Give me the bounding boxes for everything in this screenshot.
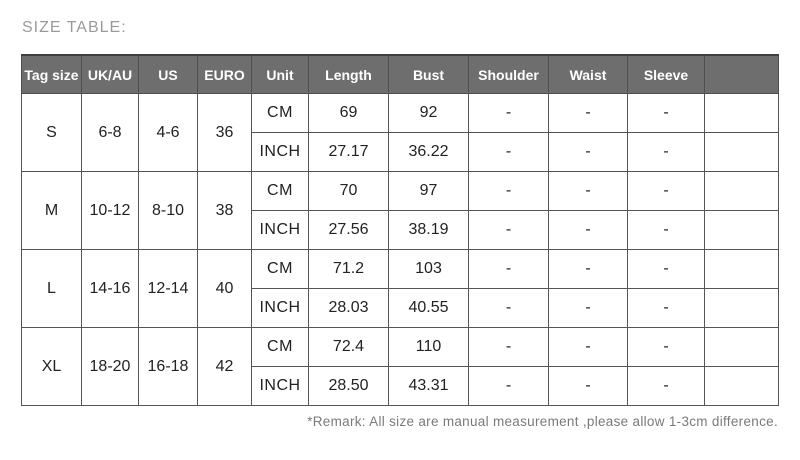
euro-cell: 42 xyxy=(197,327,252,406)
length-cell: 28.50 xyxy=(308,366,389,406)
uk-au-cell: 14-16 xyxy=(81,249,139,328)
us-cell: 8-10 xyxy=(138,171,198,250)
uk-au-cell: 18-20 xyxy=(81,327,139,406)
empty-cell xyxy=(704,93,779,133)
header-cell-uk-au: UK/AU xyxy=(81,54,139,94)
sleeve-cell: - xyxy=(627,210,705,250)
empty-cell xyxy=(704,210,779,250)
shoulder-cell: - xyxy=(468,327,549,367)
shoulder-cell: - xyxy=(468,93,549,133)
empty-cell xyxy=(704,132,779,172)
bust-cell: 38.19 xyxy=(388,210,469,250)
unit-cell: INCH xyxy=(251,210,309,250)
length-cell: 69 xyxy=(308,93,389,133)
waist-cell: - xyxy=(548,249,628,289)
header-cell-euro: EURO xyxy=(197,54,252,94)
euro-cell: 40 xyxy=(197,249,252,328)
empty-cell xyxy=(704,288,779,328)
empty-cell xyxy=(704,249,779,289)
uk-au-cell: 10-12 xyxy=(81,171,139,250)
us-cell: 12-14 xyxy=(138,249,198,328)
waist-cell: - xyxy=(548,93,628,133)
unit-cell: INCH xyxy=(251,288,309,328)
tag-size-cell: M xyxy=(21,171,82,250)
tag-size-cell: S xyxy=(21,93,82,172)
table-row: INCH 27.17 36.22- - - xyxy=(22,132,779,172)
unit-cell: CM xyxy=(251,249,309,289)
header-cell-unit: Unit xyxy=(251,54,309,94)
waist-cell: - xyxy=(548,210,628,250)
bust-cell: 97 xyxy=(388,171,469,211)
length-cell: 71.2 xyxy=(308,249,389,289)
header-row: Tag size UK/AU US EURO Unit Length Bust … xyxy=(21,54,779,94)
bust-cell: 40.55 xyxy=(388,288,469,328)
sleeve-cell: - xyxy=(627,249,705,289)
sleeve-cell: - xyxy=(627,366,705,406)
uk-au-cell: 6-8 xyxy=(81,93,139,172)
page-title: SIZE TABLE: xyxy=(22,19,127,36)
bust-cell: 36.22 xyxy=(388,132,469,172)
header-cell-tag-size: Tag size xyxy=(21,54,82,94)
table-row: INCH 27.56 38.19- - - xyxy=(22,210,779,250)
unit-cell: CM xyxy=(251,171,309,211)
table-row: INCH 28.03 40.55- - - xyxy=(22,288,779,328)
size-table-body: S 6-8 4-6 36 CM 69 92- - - INCH 27.17 36.22- - - M 10-1… xyxy=(21,93,779,406)
waist-cell: - xyxy=(548,366,628,406)
shoulder-cell: - xyxy=(468,288,549,328)
euro-cell: 36 xyxy=(197,93,252,172)
waist-cell: - xyxy=(548,171,628,211)
table-row: M 10-12 8-10 38 CM 70 97- - - xyxy=(21,171,779,250)
bust-cell: 92 xyxy=(388,93,469,133)
us-cell: 16-18 xyxy=(138,327,198,406)
tag-size-cell: XL xyxy=(21,327,82,406)
empty-cell xyxy=(704,366,779,406)
empty-cell xyxy=(704,327,779,367)
tag-size-cell: L xyxy=(21,249,82,328)
header-cell-waist: Waist xyxy=(548,54,628,94)
empty-cell xyxy=(704,171,779,211)
bust-cell: 110 xyxy=(388,327,469,367)
unit-cell: INCH xyxy=(251,132,309,172)
length-cell: 72.4 xyxy=(308,327,389,367)
shoulder-cell: - xyxy=(468,171,549,211)
remark-note: *Remark: All size are manual measurement… xyxy=(307,414,778,429)
length-cell: 27.56 xyxy=(308,210,389,250)
unit-cell: CM xyxy=(251,93,309,133)
waist-cell: - xyxy=(548,132,628,172)
bust-cell: 43.31 xyxy=(388,366,469,406)
waist-cell: - xyxy=(548,327,628,367)
shoulder-cell: - xyxy=(468,132,549,172)
header-cell-us: US xyxy=(138,54,198,94)
table-row: L 14-16 12-14 40 CM 71.2 103- - - xyxy=(21,249,779,328)
bust-cell: 103 xyxy=(388,249,469,289)
unit-cell: INCH xyxy=(251,366,309,406)
table-row: INCH 28.50 43.31- - - xyxy=(22,366,779,406)
header-cell-length: Length xyxy=(308,54,389,94)
length-cell: 27.17 xyxy=(308,132,389,172)
waist-cell: - xyxy=(548,288,628,328)
length-cell: 70 xyxy=(308,171,389,211)
sleeve-cell: - xyxy=(627,288,705,328)
sleeve-cell: - xyxy=(627,171,705,211)
length-cell: 28.03 xyxy=(308,288,389,328)
us-cell: 4-6 xyxy=(138,93,198,172)
table-row: S 6-8 4-6 36 CM 69 92- - - xyxy=(21,93,779,172)
header-cell-sleeve: Sleeve xyxy=(627,54,705,94)
shoulder-cell: - xyxy=(468,249,549,289)
shoulder-cell: - xyxy=(468,366,549,406)
sleeve-cell: - xyxy=(627,327,705,367)
header-cell-empty xyxy=(704,54,779,94)
shoulder-cell: - xyxy=(468,210,549,250)
sleeve-cell: - xyxy=(627,132,705,172)
euro-cell: 38 xyxy=(197,171,252,250)
sleeve-cell: - xyxy=(627,93,705,133)
header-cell-bust: Bust xyxy=(388,54,469,94)
unit-cell: CM xyxy=(251,327,309,367)
table-row: XL 18-20 16-18 42 CM 72.4 110- - - xyxy=(21,327,779,406)
header-cell-shoulder: Shoulder xyxy=(468,54,549,94)
size-table: Tag size UK/AU US EURO Unit Length Bust … xyxy=(21,54,779,406)
